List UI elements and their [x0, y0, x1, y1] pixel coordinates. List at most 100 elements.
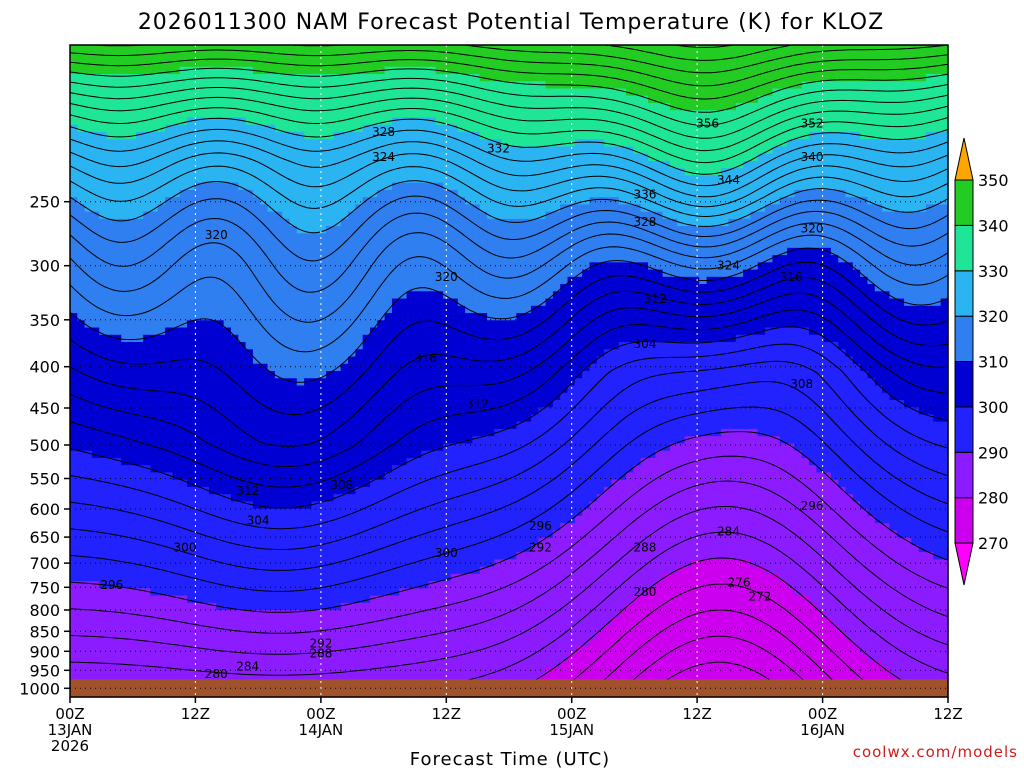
contour-cell	[91, 81, 100, 90]
contour-cell	[355, 378, 364, 387]
contour-cell	[194, 559, 203, 568]
contour-cell	[296, 421, 305, 430]
contour-cell	[450, 211, 459, 220]
contour-cell	[406, 457, 415, 466]
contour-cell	[362, 472, 371, 481]
contour-cell	[435, 610, 444, 618]
contour-cell	[326, 284, 334, 292]
contour-cell	[413, 378, 422, 387]
contour-cell	[194, 298, 203, 307]
contour-cell	[113, 530, 122, 539]
contour-cell	[472, 189, 481, 198]
contour-cell	[179, 581, 188, 589]
contour-cell	[296, 530, 305, 539]
contour-cell	[428, 588, 437, 597]
contour-cell	[340, 378, 349, 387]
contour-cell	[406, 131, 415, 140]
contour-cell	[340, 233, 349, 242]
contour-cell	[435, 573, 444, 582]
contour-cell	[443, 544, 452, 553]
contour-cell	[421, 515, 430, 524]
contour-cell	[216, 566, 225, 575]
contour-cell	[91, 443, 100, 452]
contour-cell	[70, 450, 78, 459]
contour-cell	[369, 146, 378, 155]
contour-cell	[391, 675, 400, 684]
contour-cell	[326, 544, 334, 553]
contour-cell	[216, 371, 225, 379]
contour-cell	[348, 95, 356, 104]
contour-cell	[223, 313, 232, 321]
contour-cell	[428, 530, 437, 539]
contour-cell	[223, 334, 232, 343]
contour-cell	[391, 573, 400, 582]
contour-cell	[326, 457, 334, 466]
contour-cell	[260, 617, 269, 626]
contour-cell	[384, 189, 393, 198]
contour-cell	[296, 88, 305, 97]
contour-cell	[70, 595, 78, 604]
contour-cell	[384, 247, 393, 256]
contour-cell	[289, 486, 298, 495]
contour-cell	[157, 559, 166, 568]
contour-cell	[113, 428, 122, 437]
contour-cell	[99, 269, 108, 278]
contour-cell	[318, 168, 327, 176]
contour-cell	[128, 588, 137, 597]
contour-cell	[135, 566, 144, 575]
contour-cell	[369, 73, 378, 82]
contour-cell	[428, 486, 437, 495]
contour-cell	[289, 646, 298, 655]
contour-cell	[267, 639, 276, 647]
contour-cell	[450, 110, 459, 119]
contour-cell	[428, 269, 437, 278]
contour-cell	[377, 552, 386, 560]
contour-cell	[399, 392, 408, 401]
contour-cell	[77, 269, 86, 278]
contour-cell	[406, 110, 415, 119]
contour-cell	[121, 298, 130, 307]
contour-cell	[413, 414, 422, 423]
contour-cell	[143, 168, 152, 176]
contour-cell	[91, 660, 100, 669]
contour-cell	[377, 226, 386, 234]
contour-cell	[384, 131, 393, 140]
contour-cell	[267, 552, 276, 560]
contour-cell	[435, 515, 444, 524]
contour-cell	[443, 523, 452, 531]
contour-cell	[289, 168, 298, 176]
contour-cell	[333, 124, 342, 133]
contour-cell	[311, 233, 320, 242]
contour-cell	[457, 131, 466, 140]
contour-cell	[230, 566, 239, 575]
contour-cell	[91, 168, 100, 176]
contour-cell	[318, 298, 327, 307]
contour-cell	[326, 59, 334, 68]
contour-cell	[406, 392, 415, 401]
contour-cell	[157, 95, 166, 104]
contour-cell	[377, 197, 386, 205]
contour-cell	[282, 269, 291, 278]
contour-cell	[326, 226, 334, 234]
contour-cell	[187, 226, 195, 234]
contour-cell	[289, 675, 298, 684]
contour-cell	[245, 421, 254, 430]
contour-cell	[267, 668, 276, 676]
contour-cell	[84, 537, 93, 546]
contour-cell	[369, 298, 378, 307]
contour-cell	[179, 349, 188, 358]
contour-cell	[326, 66, 334, 75]
contour-cell	[121, 537, 130, 546]
contour-cell	[99, 124, 108, 133]
contour-cell	[179, 313, 188, 321]
contour-cell	[282, 284, 291, 292]
contour-cell	[113, 421, 122, 430]
contour-cell	[172, 269, 181, 278]
contour-cell	[406, 399, 415, 408]
contour-cell	[377, 356, 386, 365]
contour-cell	[150, 284, 159, 292]
contour-cell	[70, 385, 78, 394]
contour-cell	[165, 668, 174, 676]
contour-cell	[106, 117, 115, 126]
contour-cell	[362, 204, 371, 213]
